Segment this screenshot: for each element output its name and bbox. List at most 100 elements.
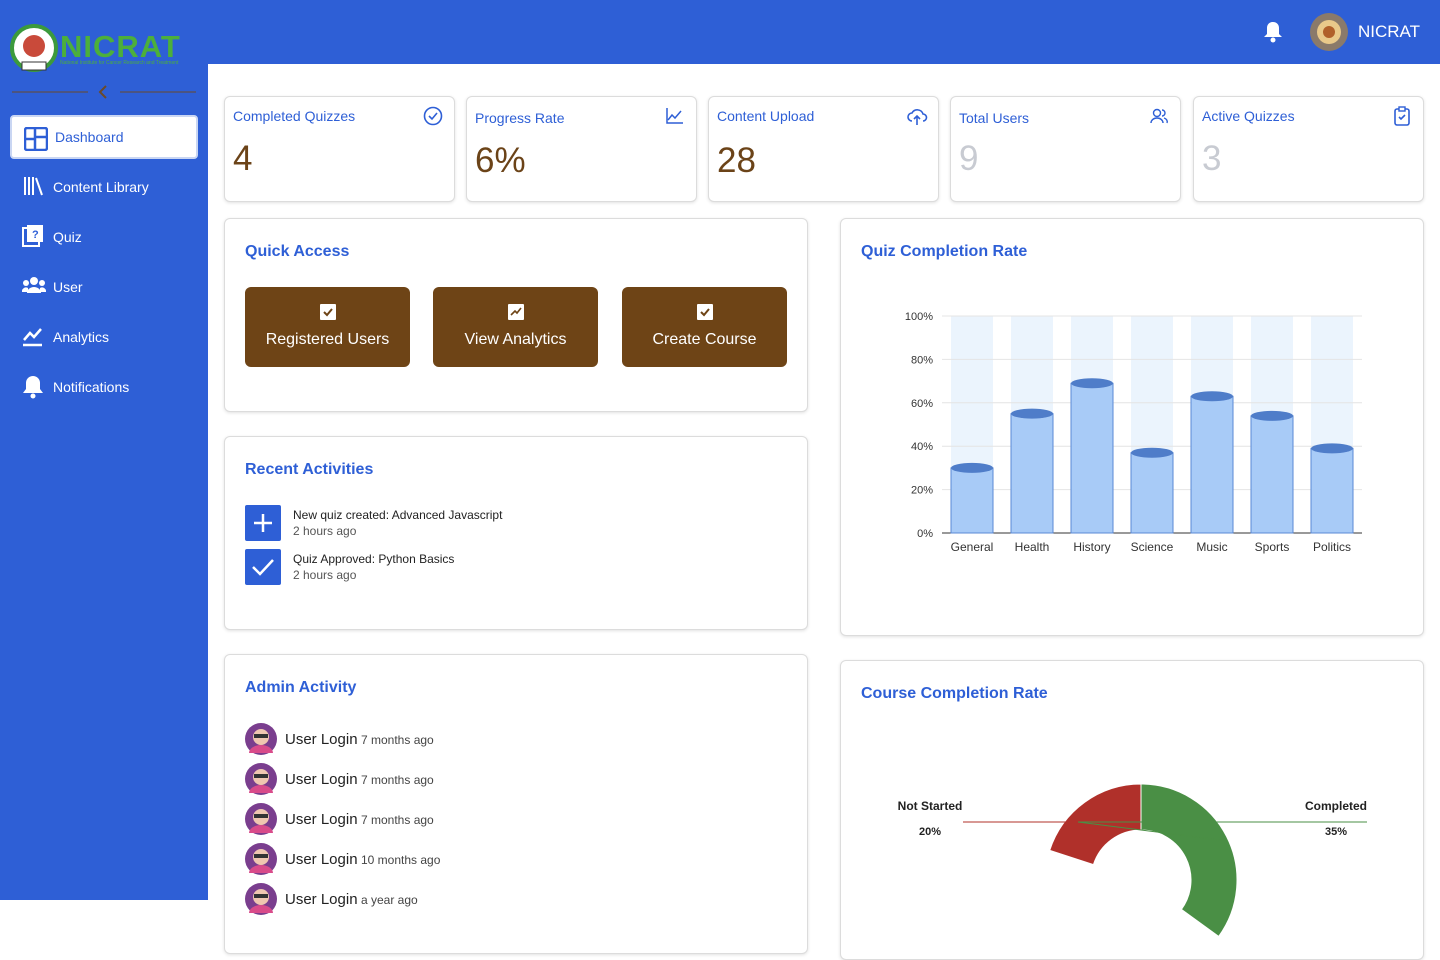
nav-item[interactable]: Analytics [10,315,198,359]
chart-title: Quiz Completion Rate [861,243,1028,260]
activity-icon [245,549,281,585]
nav-item[interactable]: User [10,265,198,309]
bar-cap [1311,443,1353,454]
y-tick-label: 0% [917,528,933,540]
bar-chart-card: Quiz Completion Rate 0% 20% 40% 60% 80% 100% G… [840,218,1424,636]
stat-label: Completed Quizzes [233,108,356,124]
donut-slice [1140,783,1238,938]
stat-card: Total Users 9 [950,96,1181,202]
slice-value: 20% [919,826,941,838]
card-title: Admin Activity [245,679,357,696]
stat-icon [423,106,443,126]
y-tick-label: 20% [911,485,933,497]
card-title: Quick Access [245,243,350,260]
button-label: Create Course [652,331,757,348]
x-tick-label: Music [1196,540,1227,554]
button-label: Registered Users [265,331,390,348]
button-icon [319,304,336,320]
stat-card: Active Quizzes 3 [1193,96,1424,202]
bar-cap [1071,378,1113,389]
admin-avatar [245,763,277,795]
bar [1010,413,1054,534]
stat-value: 28 [717,141,756,180]
sidebar: NICRAT National Institute for Cancer Res… [0,0,208,900]
activity-text: Quiz Approved: Python Basics [293,552,455,566]
stat-value: 6% [475,141,526,180]
bar-cap [1251,410,1293,421]
bar [1130,452,1174,534]
slice-value: 35% [1325,826,1347,838]
admin-avatar [245,803,277,835]
stat-label: Progress Rate [475,110,565,126]
activity-text: New quiz created: Advanced Javascript [293,508,503,522]
admin-avatar [245,843,277,875]
nav-label: Quiz [53,229,82,245]
activity-icon [245,505,281,541]
y-tick-label: 100% [905,311,933,323]
logo-emblem [10,24,58,72]
activity-time: 2 hours ago [293,568,357,582]
admin-time: a year ago [361,893,418,907]
nav-item[interactable]: Dashboard [10,115,198,159]
admin-action: User Login [285,731,358,748]
quick-button[interactable]: Registered Users [245,287,410,367]
y-tick-label: 60% [911,398,933,410]
stat-card: Content Upload 28 [708,96,939,202]
slice-label: Not Started [898,799,963,813]
bar-cap [1131,447,1173,458]
stat-icon [1150,108,1168,124]
bar-cap [1011,408,1053,419]
activity-time: 2 hours ago [293,524,357,538]
quick-button[interactable]: View Analytics [433,287,598,367]
nav-label: Content Library [53,179,149,195]
x-tick-label: Health [1015,540,1050,554]
y-tick-label: 80% [911,354,933,366]
logo-text: NICRAT [60,29,181,64]
admin-time: 7 months ago [361,773,434,787]
avatar[interactable] [1309,12,1349,52]
stat-card: Progress Rate 6% [466,96,697,202]
admin-avatar [245,723,277,755]
admin-time: 7 months ago [361,733,434,747]
stat-value: 3 [1202,139,1222,178]
nav-item[interactable]: Content Library [10,165,198,209]
admin-action: User Login [285,811,358,828]
quick-access-card: Quick Access Registered Users View Analyt… [224,218,808,412]
admin-action: User Login [285,851,358,868]
svg-text:?: ? [32,229,39,241]
nav-item[interactable]: Notifications [10,365,198,409]
card-title: Recent Activities [245,461,374,478]
stat-label: Active Quizzes [1202,108,1295,124]
chart-title: Course Completion Rate [861,685,1048,702]
bar [1190,395,1234,534]
nav-label: User [53,279,83,295]
quick-button[interactable]: Create Course [622,287,787,367]
stat-value: 9 [959,139,979,178]
bar [950,467,994,534]
x-tick-label: Sports [1255,540,1290,554]
stat-icon [666,108,683,124]
bell[interactable] [1263,21,1283,43]
header: NICRAT [208,0,1440,64]
donut-chart: Not Started 20% Completed 35% [898,783,1367,938]
admin-avatar [245,883,277,915]
admin-action: User Login [285,771,358,788]
collapse[interactable] [12,82,196,102]
bar [1310,447,1354,534]
pie-chart-card: Course Completion Rate Not Started 20% Com… [840,660,1424,960]
recent-activities-card: Recent Activities New quiz created: Adva… [224,436,808,630]
nav-label: Dashboard [55,129,124,145]
stat-card: Completed Quizzes 4 [224,96,455,202]
stat-icon [1394,106,1410,126]
bar [1250,415,1294,534]
admin-time: 7 months ago [361,813,434,827]
nav-item[interactable]: ? Quiz [10,215,198,259]
button-icon [507,304,524,320]
stat-value: 4 [233,139,253,178]
bar [1070,382,1114,534]
leader-line [1077,821,1367,841]
slice-label: Completed [1305,799,1367,813]
bar-chart: 0% 20% 40% 60% 80% 100% General Health History Sc… [905,311,1362,554]
admin-time: 10 months ago [361,853,441,867]
